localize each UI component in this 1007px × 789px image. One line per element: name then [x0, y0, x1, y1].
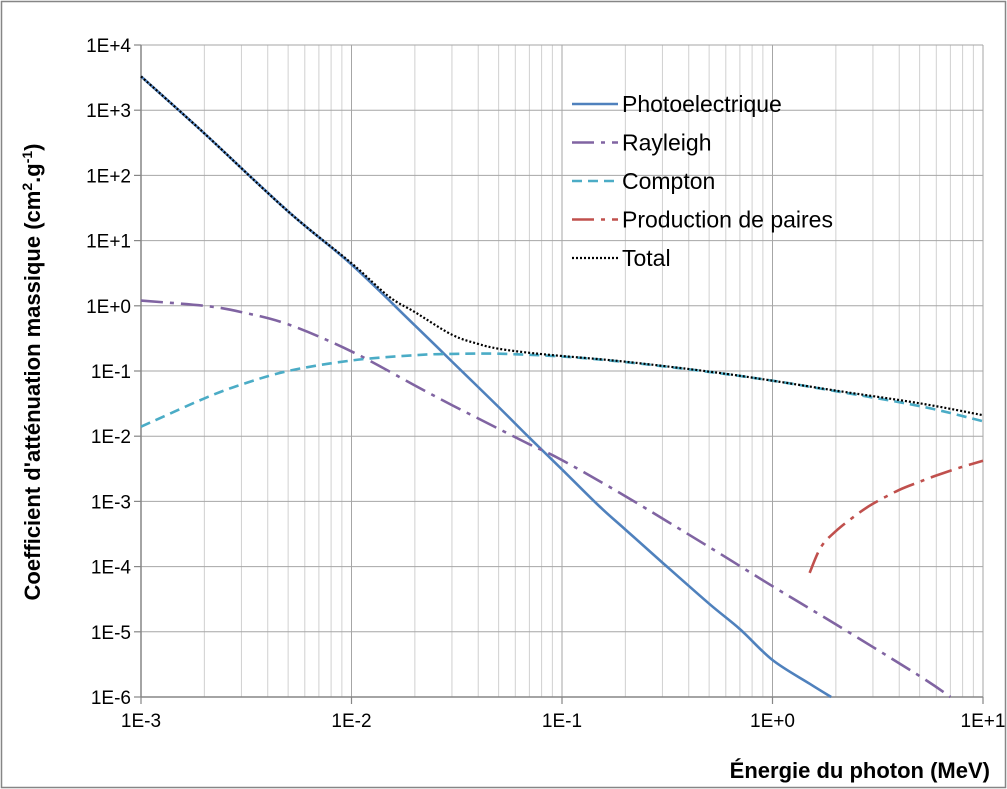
- x-tick-label: 1E+1: [961, 711, 1006, 732]
- y-axis-title-sup1: 2: [19, 183, 35, 191]
- y-axis-title-sup2: -1: [19, 151, 35, 164]
- legend-label-production-de-paires: Production de paires: [622, 207, 833, 233]
- tick-labels: 1E-3 1E-2 1E-1 1E+0 1E+1 1E+4 1E+3 1E+2 1E+1 1E+0…: [86, 36, 1005, 732]
- x-axis-title: Énergie du photon (MeV): [730, 758, 990, 783]
- y-tick-label: 1E-3: [91, 492, 131, 513]
- x-tick-label: 1E+0: [750, 711, 795, 732]
- grid: [141, 44, 984, 697]
- y-tick-label: 1E-4: [91, 558, 132, 579]
- y-tick-label: 1E+2: [86, 166, 131, 187]
- y-tick-label: 1E+1: [86, 232, 131, 253]
- y-tick-label: 1E+4: [86, 36, 131, 57]
- x-tick-label: 1E-3: [121, 711, 161, 732]
- x-tick-label: 1E-2: [331, 711, 371, 732]
- y-tick-label: 1E-2: [91, 427, 131, 448]
- plot-area: [140, 75, 984, 699]
- series-line-total: [140, 75, 984, 417]
- legend: Photoelectrique Rayleigh Compton Production…: [572, 91, 833, 271]
- y-axis-title-main: Coefficient d'atténuation massique (cm: [20, 191, 45, 601]
- y-axis-title: Coefficient d'atténuation massique (cm2.…: [19, 144, 45, 601]
- y-tick-label: 1E+0: [86, 297, 131, 318]
- x-tick-label: 1E-1: [542, 711, 582, 732]
- y-tick-label: 1E+3: [86, 101, 131, 122]
- y-tick-label: 1E-1: [91, 362, 131, 383]
- legend-label-rayleigh: Rayleigh: [622, 130, 712, 156]
- series-line-production-de-paires: [808, 459, 984, 574]
- y-tick-label: 1E-6: [91, 688, 131, 709]
- legend-label-total: Total: [622, 245, 671, 271]
- y-axis-title-end: ): [20, 144, 45, 151]
- legend-label-photoelectrique: Photoelectrique: [622, 91, 782, 117]
- legend-label-compton: Compton: [622, 168, 715, 194]
- axes: [134, 44, 984, 704]
- y-axis-title-mid: .g: [20, 163, 45, 183]
- series-line-rayleigh: [140, 299, 952, 699]
- y-tick-label: 1E-5: [91, 623, 131, 644]
